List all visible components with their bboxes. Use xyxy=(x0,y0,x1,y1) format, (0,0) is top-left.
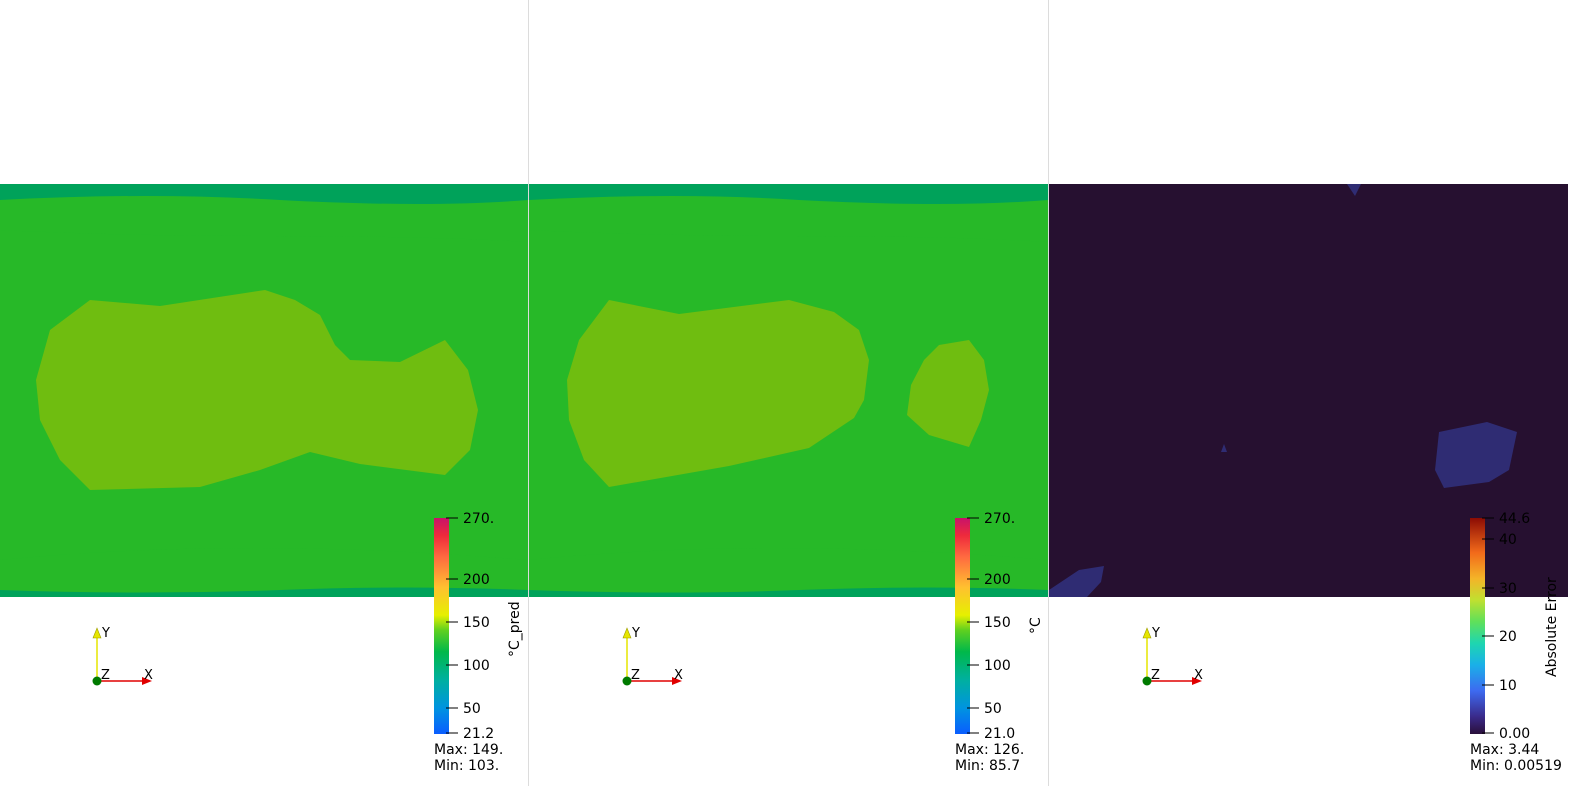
tick-label: 100 xyxy=(463,658,490,674)
tick-label: 0.00 xyxy=(1499,726,1530,742)
prediction-render xyxy=(0,184,528,597)
min-annotation: Min: 103. xyxy=(434,758,500,774)
tick-label: 100 xyxy=(984,658,1011,674)
view-separator[interactable] xyxy=(1048,0,1049,786)
tick-label: 21.0 xyxy=(984,726,1015,742)
z-axis-label: Z xyxy=(101,668,110,683)
orientation-axes-1: Y Z X xyxy=(92,626,153,686)
min-annotation: Min: 0.00519 xyxy=(1470,758,1562,774)
tick-label: 50 xyxy=(984,701,1002,717)
tick-label: 21.2 xyxy=(463,726,494,742)
tick-label: 50 xyxy=(463,701,481,717)
orientation-axes-3: Y Z X xyxy=(1142,626,1203,686)
max-annotation: Max: 149. xyxy=(434,742,504,758)
prediction-inner-band xyxy=(36,290,478,490)
error-view[interactable] xyxy=(1049,0,1582,786)
tick-label: 270. xyxy=(463,512,494,527)
tick-label: 30 xyxy=(1499,581,1517,597)
color-ramp xyxy=(434,518,449,734)
max-annotation: Max: 126. xyxy=(955,742,1025,758)
ground-truth-inner-band xyxy=(567,300,869,487)
y-axis-label: Y xyxy=(101,626,110,641)
tick-label: 20 xyxy=(1499,629,1517,645)
tick-label: 200 xyxy=(463,572,490,588)
scalar-bar-title: °C xyxy=(1028,617,1044,634)
tick-label: 150 xyxy=(463,615,490,631)
x-axis-label: X xyxy=(144,668,153,683)
min-annotation: Min: 85.7 xyxy=(955,758,1021,774)
z-axis-label: Z xyxy=(1151,668,1160,683)
tick-label: 40 xyxy=(1499,532,1517,548)
max-annotation: Max: 3.44 xyxy=(1470,742,1540,758)
scalar-bar-title: °C_pred xyxy=(507,601,523,657)
error-patch-right xyxy=(1435,422,1517,488)
x-axis-label: X xyxy=(1194,668,1203,683)
ground-truth-render xyxy=(529,184,1048,597)
prediction-view[interactable] xyxy=(0,0,528,786)
y-axis-label: Y xyxy=(631,626,640,641)
error-patch-top xyxy=(1347,184,1361,196)
x-axis-label: X xyxy=(674,668,683,683)
view-separator[interactable] xyxy=(528,0,529,786)
tick-label: 44.6 xyxy=(1499,512,1530,527)
color-ramp xyxy=(955,518,970,734)
color-ramp xyxy=(1470,518,1485,734)
scalar-bar-title: Absolute Error xyxy=(1544,577,1560,677)
error-patch-corner xyxy=(1049,566,1104,597)
scalar-bar-prediction[interactable]: 270. 200 150 100 50 21.2 °C_pred xyxy=(434,512,534,742)
orientation-axes-2: Y Z X xyxy=(622,626,683,686)
tick-label: 270. xyxy=(984,512,1015,527)
scalar-bar-ground-truth[interactable]: 270. 200 150 100 50 21.0 °C xyxy=(955,512,1055,742)
error-patch-dot xyxy=(1221,444,1227,452)
tick-label: 10 xyxy=(1499,678,1517,694)
tick-label: 150 xyxy=(984,615,1011,631)
y-axis-label: Y xyxy=(1151,626,1160,641)
ground-truth-inner-island xyxy=(907,340,989,447)
tick-label: 200 xyxy=(984,572,1011,588)
z-axis-label: Z xyxy=(631,668,640,683)
scalar-bar-error[interactable]: 44.6 40 30 20 10 0.00 Absolute Error xyxy=(1470,512,1578,742)
